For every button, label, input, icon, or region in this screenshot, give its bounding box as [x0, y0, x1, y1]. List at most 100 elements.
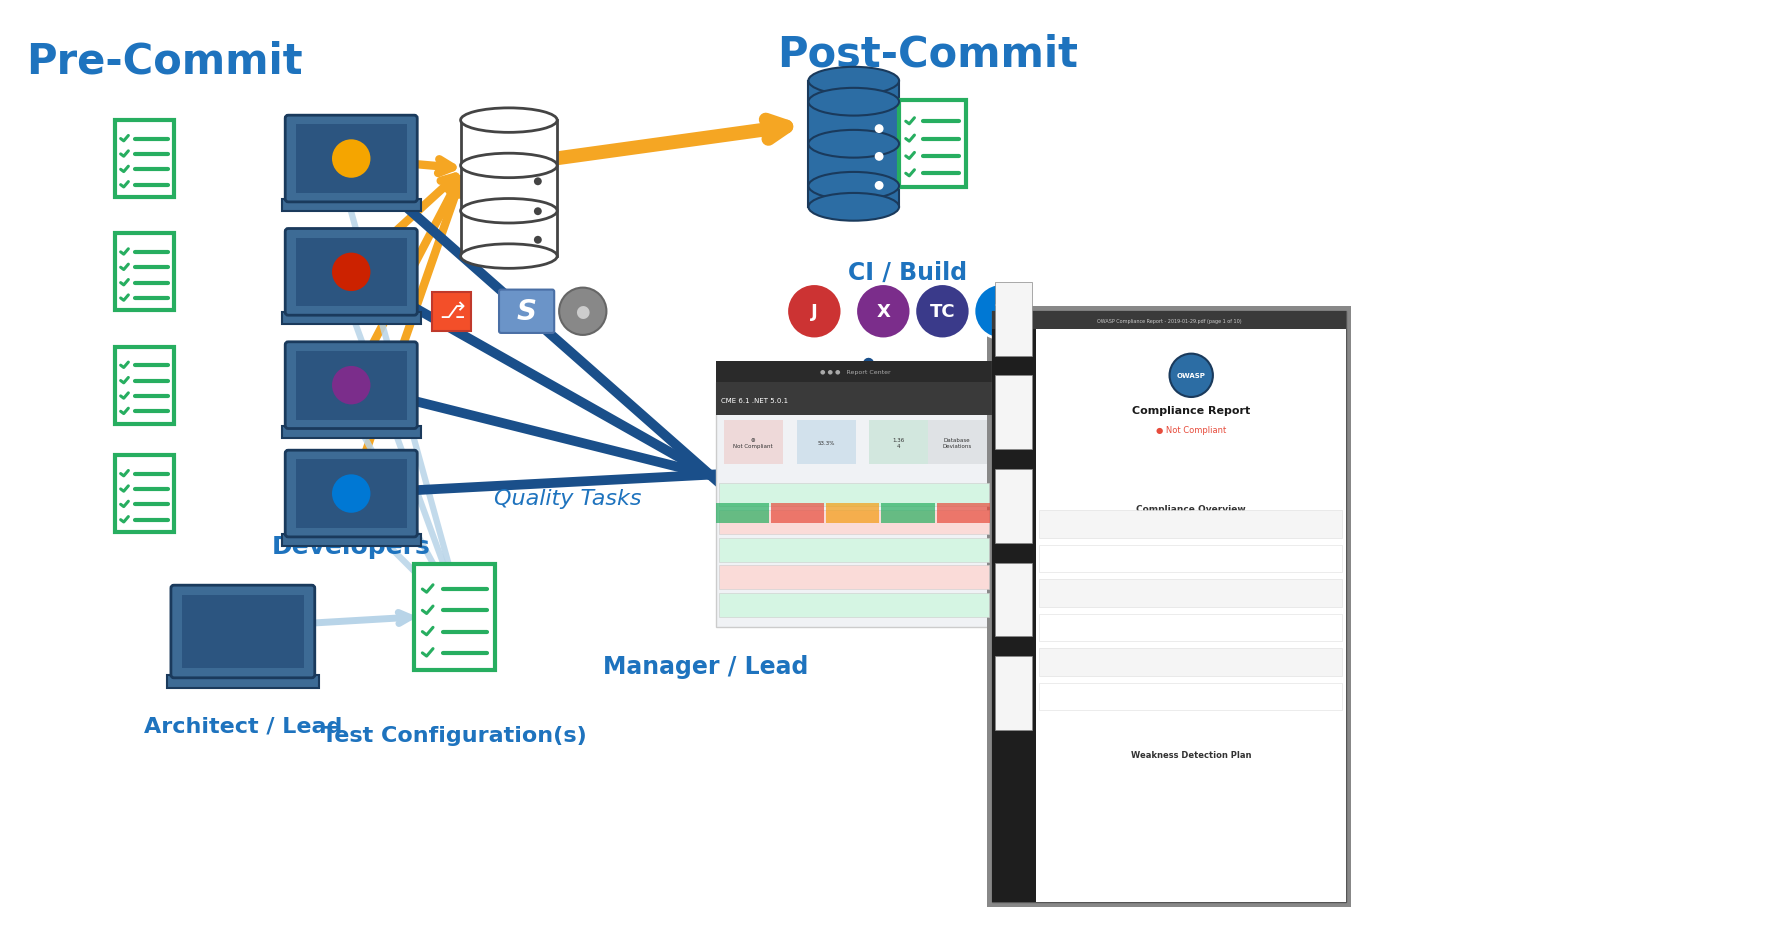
Text: TC: TC	[929, 303, 955, 321]
Bar	[987, 307, 1352, 908]
Circle shape	[535, 208, 542, 216]
Bar	[995, 563, 1032, 637]
Bar	[719, 565, 989, 590]
Text: ● ● ●: ● ● ●	[996, 318, 1014, 324]
Bar	[716, 362, 991, 383]
Bar	[716, 504, 769, 524]
FancyBboxPatch shape	[899, 101, 966, 188]
Circle shape	[856, 285, 911, 339]
Ellipse shape	[808, 194, 899, 222]
Bar	[1039, 545, 1343, 573]
Ellipse shape	[808, 68, 899, 95]
Bar	[1039, 649, 1343, 676]
Bar	[716, 383, 991, 415]
Bar	[771, 504, 824, 524]
Ellipse shape	[808, 89, 899, 117]
Text: Compliance Overview: Compliance Overview	[1137, 504, 1247, 514]
Circle shape	[915, 285, 970, 339]
Bar	[1035, 330, 1346, 903]
Bar	[991, 330, 1035, 903]
Bar	[797, 420, 856, 464]
Circle shape	[1170, 354, 1213, 398]
Text: 1.36
4: 1.36 4	[892, 438, 904, 449]
Text: OWASP: OWASP	[1177, 373, 1206, 379]
Ellipse shape	[460, 154, 558, 179]
FancyBboxPatch shape	[499, 290, 554, 334]
FancyBboxPatch shape	[115, 235, 174, 311]
Text: ⊗
Not Compliant: ⊗ Not Compliant	[733, 438, 773, 449]
Bar	[183, 595, 304, 668]
FancyBboxPatch shape	[286, 116, 417, 203]
FancyBboxPatch shape	[115, 456, 174, 532]
Circle shape	[332, 475, 371, 514]
FancyBboxPatch shape	[286, 342, 417, 429]
Circle shape	[332, 140, 371, 179]
Bar	[1039, 511, 1343, 539]
Circle shape	[787, 285, 842, 339]
Circle shape	[973, 285, 1028, 339]
Text: Database
Deviations: Database Deviations	[943, 438, 971, 449]
Bar	[719, 511, 989, 534]
Bar	[282, 199, 421, 212]
Ellipse shape	[460, 199, 558, 223]
Circle shape	[535, 178, 542, 186]
Bar	[995, 376, 1032, 450]
FancyBboxPatch shape	[286, 451, 417, 538]
Bar	[719, 483, 989, 507]
Bar	[991, 311, 1346, 903]
Text: Quality Tasks: Quality Tasks	[494, 489, 641, 509]
Text: OWASP Compliance Report - 2019-01-29.pdf (page 1 of 10): OWASP Compliance Report - 2019-01-29.pdf…	[1098, 318, 1241, 324]
FancyBboxPatch shape	[286, 229, 417, 316]
Bar	[995, 469, 1032, 543]
Text: Architect / Lead: Architect / Lead	[144, 716, 343, 735]
Bar	[297, 238, 407, 307]
Text: ⎇: ⎇	[439, 302, 465, 322]
Text: CME 6.1 .NET 5.0.1: CME 6.1 .NET 5.0.1	[721, 398, 789, 403]
Text: CI / Build: CI / Build	[849, 260, 968, 285]
Bar	[167, 675, 318, 688]
Text: Weakness Detection Plan: Weakness Detection Plan	[1131, 750, 1252, 759]
Text: Compliance Report: Compliance Report	[1131, 405, 1250, 415]
Circle shape	[559, 288, 606, 336]
FancyBboxPatch shape	[115, 121, 174, 197]
Bar	[460, 121, 558, 257]
Bar	[723, 420, 783, 464]
Bar	[282, 313, 421, 325]
Ellipse shape	[808, 172, 899, 200]
FancyBboxPatch shape	[115, 348, 174, 425]
Bar	[1039, 683, 1343, 711]
Bar	[716, 383, 991, 627]
Bar	[297, 351, 407, 420]
Text: J: J	[812, 303, 817, 321]
Bar	[808, 82, 899, 208]
Bar	[995, 283, 1032, 356]
Bar	[826, 504, 879, 524]
Bar	[1039, 614, 1343, 641]
Bar	[297, 125, 407, 194]
Bar	[936, 504, 989, 524]
Text: X: X	[876, 303, 890, 321]
Text: Post-Commit: Post-Commit	[778, 33, 1078, 75]
Bar	[297, 460, 407, 528]
Text: Test Configuration(s): Test Configuration(s)	[321, 725, 588, 745]
Circle shape	[535, 236, 542, 245]
Text: ● ● ●   Report Center: ● ● ● Report Center	[817, 370, 892, 375]
Text: S: S	[517, 298, 536, 326]
Circle shape	[332, 366, 371, 405]
FancyBboxPatch shape	[414, 564, 496, 670]
Bar	[719, 593, 989, 617]
Text: 53.3%: 53.3%	[817, 440, 835, 445]
Circle shape	[876, 182, 883, 191]
Ellipse shape	[460, 245, 558, 269]
Text: ↻: ↻	[995, 303, 1009, 321]
Circle shape	[332, 253, 371, 292]
Text: Results: Results	[924, 435, 1011, 455]
Bar	[927, 420, 987, 464]
Ellipse shape	[808, 131, 899, 159]
Bar	[282, 534, 421, 547]
Bar	[995, 656, 1032, 730]
Text: Pre-Commit: Pre-Commit	[25, 40, 302, 82]
Ellipse shape	[460, 108, 558, 133]
Bar	[282, 426, 421, 438]
Text: Manager / Lead: Manager / Lead	[604, 654, 808, 679]
